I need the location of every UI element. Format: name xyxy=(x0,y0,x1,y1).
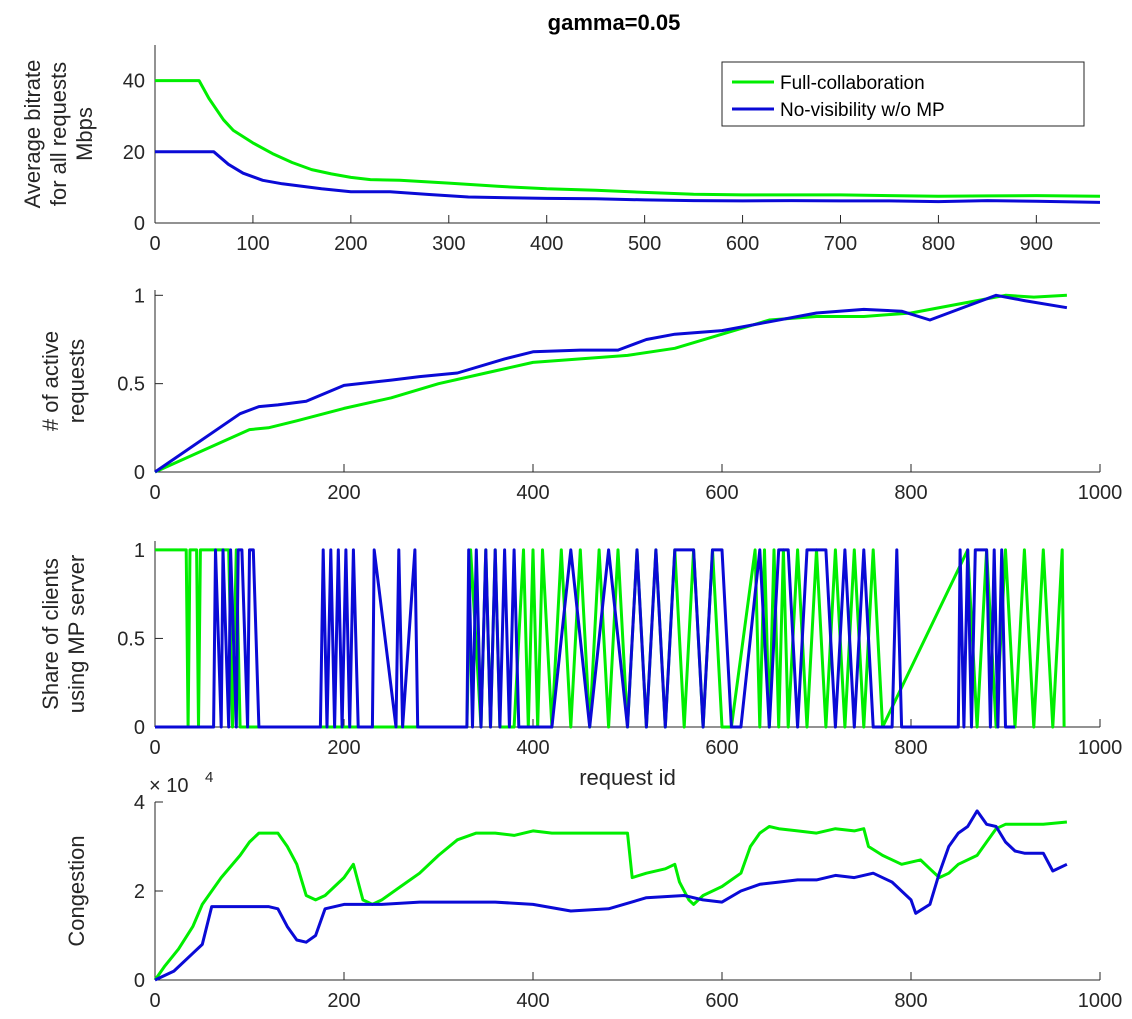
x-tick-label: 400 xyxy=(530,233,563,255)
x-tick-label: 500 xyxy=(628,233,661,255)
y-tick-label: 4 xyxy=(134,792,145,814)
x-tick-label: 400 xyxy=(516,990,549,1012)
x-tick-label: 200 xyxy=(327,482,360,504)
y-axis-label: Share of clients xyxy=(38,558,63,710)
y-exponent-label: × 10 xyxy=(149,775,188,797)
y-axis-label: for all requests xyxy=(46,62,71,206)
figure-title: gamma=0.05 xyxy=(548,10,681,35)
y-tick-label: 0 xyxy=(134,717,145,739)
series-line-full-collaboration xyxy=(153,820,1068,981)
y-tick-label: 0.5 xyxy=(117,628,145,650)
y-exponent-power: 4 xyxy=(205,769,213,786)
y-axis-label: Average bitrate xyxy=(20,60,45,209)
x-tick-label: 200 xyxy=(334,233,367,255)
legend-entry: No-visibility w/o MP xyxy=(780,100,945,121)
chart-panels: 0 100 200 300 400 500 600 700 800 90002040Average… xyxy=(20,45,1122,1012)
x-tick-label: 0 xyxy=(149,990,160,1012)
y-tick-label: 1 xyxy=(134,285,145,307)
legend-box xyxy=(721,61,1085,127)
x-tick-label: 700 xyxy=(824,233,857,255)
series-line-full-collaboration xyxy=(155,548,1066,729)
series-line-no-visibility xyxy=(154,809,1068,982)
y-tick-label: 40 xyxy=(123,71,145,93)
y-tick-label: 0 xyxy=(134,462,145,484)
chart-panel-2: 0 200 400 600 800 1000 0 0.5 1 # of active request… xyxy=(38,285,1122,504)
y-tick-label: 2 xyxy=(134,881,145,903)
y-axis-label: using MP server xyxy=(64,555,89,714)
x-tick-label: 800 xyxy=(894,482,927,504)
x-tick-label: 200 xyxy=(327,990,360,1012)
x-tick-label: 1000 xyxy=(1078,737,1123,759)
y-axis-label: Mbps xyxy=(72,107,97,161)
x-tick-label: 600 xyxy=(726,233,759,255)
x-tick-label: 600 xyxy=(705,482,738,504)
x-tick-label: 400 xyxy=(516,737,549,759)
series-line-full-collaboration xyxy=(154,293,1067,474)
legend-entry: Full-collaboration xyxy=(780,73,925,94)
x-tick-label: 1000 xyxy=(1078,482,1123,504)
series-line-no-visibility xyxy=(154,293,1068,474)
x-tick-label: 400 xyxy=(516,482,549,504)
x-tick-label: 900 xyxy=(1020,233,1053,255)
x-axis-label: request id xyxy=(579,765,676,790)
x-tick-label: 0 xyxy=(149,737,160,759)
x-tick-label: 0 xyxy=(149,482,160,504)
chart-panel-1: 0 100 200 300 400 500 600 700 800 900 0 20 40 Average… xyxy=(20,45,1101,255)
x-tick-label: 600 xyxy=(705,737,738,759)
chart-panel-3: 0 200 400 600 800 1000 0 0.5 1 Share of clients us… xyxy=(38,540,1122,790)
y-tick-label: 1 xyxy=(134,540,145,562)
legend: Full-collaboration No-visibility w/o MP xyxy=(721,61,1085,127)
series-line-no-visibility xyxy=(155,548,1015,729)
y-axis-label: requests xyxy=(64,339,89,423)
x-tick-label: 800 xyxy=(922,233,955,255)
x-tick-label: 0 xyxy=(149,233,160,255)
series-line-full-collaboration xyxy=(155,79,1101,198)
y-tick-label: 0 xyxy=(134,970,145,992)
series-line-no-visibility xyxy=(155,150,1101,204)
y-tick-label: 0 xyxy=(134,213,145,235)
x-tick-label: 1000 xyxy=(1078,990,1123,1012)
x-tick-label: 800 xyxy=(894,990,927,1012)
x-tick-label: 800 xyxy=(894,737,927,759)
y-axis-label: Congestion xyxy=(64,835,89,946)
x-tick-label: 600 xyxy=(705,990,738,1012)
x-tick-label: 100 xyxy=(236,233,269,255)
y-tick-label: 20 xyxy=(123,142,145,164)
y-axis-label: # of active xyxy=(38,331,63,431)
x-tick-label: 300 xyxy=(432,233,465,255)
x-tick-label: 200 xyxy=(327,737,360,759)
y-tick-label: 0.5 xyxy=(117,374,145,396)
